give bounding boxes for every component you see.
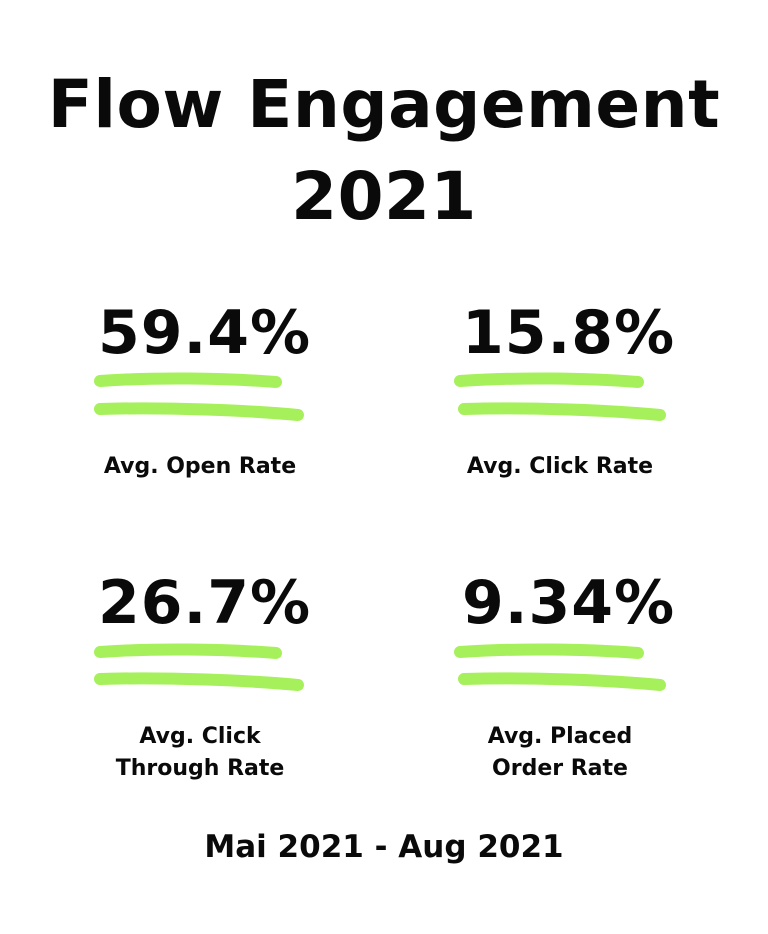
highlight-underline-icon	[454, 643, 666, 691]
highlight-underline-icon	[454, 372, 666, 421]
highlight-underline-icon	[94, 643, 304, 691]
highlight-underline-icon	[94, 372, 304, 421]
stat-value: 26.7%	[98, 568, 312, 638]
title-line-1: Flow Engagement	[47, 66, 721, 143]
date-range: Mai 2021 - Aug 2021	[204, 829, 564, 865]
stat-value: 15.8%	[462, 298, 676, 368]
stat-label: Avg. Click Through Rate	[115, 724, 285, 781]
stat-value: 9.34%	[462, 568, 676, 638]
stat-label: Avg. Placed Order Rate	[487, 724, 633, 781]
title-line-2: 2021	[291, 158, 477, 235]
stat-value: 59.4%	[98, 298, 312, 368]
stat-label: Avg. Open Rate	[103, 454, 297, 479]
stat-label: Avg. Click Rate	[466, 454, 654, 479]
